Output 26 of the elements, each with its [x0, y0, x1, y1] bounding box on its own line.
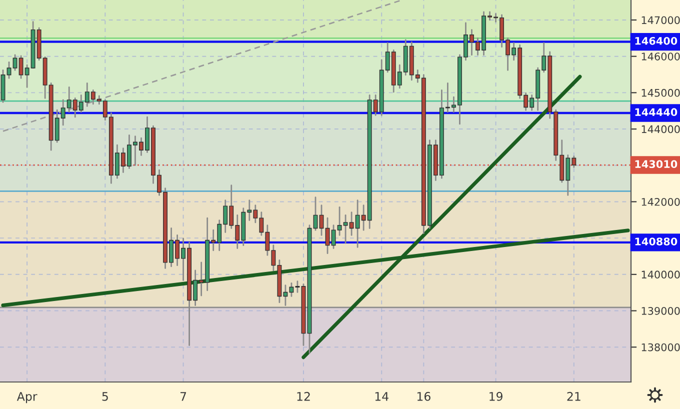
y-tick-label: 142000 — [642, 198, 680, 206]
candlestick — [331, 224, 336, 249]
x-tick-label: 7 — [180, 392, 186, 401]
ref-line-label: 140880 — [635, 238, 678, 246]
x-tick-label: 14 — [375, 392, 388, 401]
ref-line-label: 144440 — [635, 108, 678, 116]
x-tick-label: 16 — [417, 392, 430, 401]
y-tick-label: 144000 — [642, 125, 680, 134]
candlestick — [295, 280, 300, 293]
candlestick — [6, 61, 12, 79]
x-tick-label: 21 — [567, 392, 580, 401]
y-tick-label: 139000 — [642, 306, 680, 315]
x-tick-label: Apr — [16, 392, 38, 404]
candlestick — [325, 217, 330, 254]
ref-line-label: 143010 — [635, 160, 678, 168]
ref-line-label: 146400 — [635, 36, 678, 45]
x-tick-label: 19 — [490, 392, 502, 401]
y-tick-label: 147000 — [642, 16, 680, 24]
y-tick-label: 138000 — [642, 343, 680, 352]
candlestick — [337, 206, 342, 236]
y-tick-label: 140000 — [642, 270, 680, 279]
y-tick-label: 146000 — [642, 52, 680, 60]
y-tick-label: 145000 — [642, 88, 680, 97]
x-tick-label: 12 — [297, 392, 310, 401]
x-tick-label: 5 — [102, 392, 108, 401]
candlestick — [12, 54, 18, 71]
